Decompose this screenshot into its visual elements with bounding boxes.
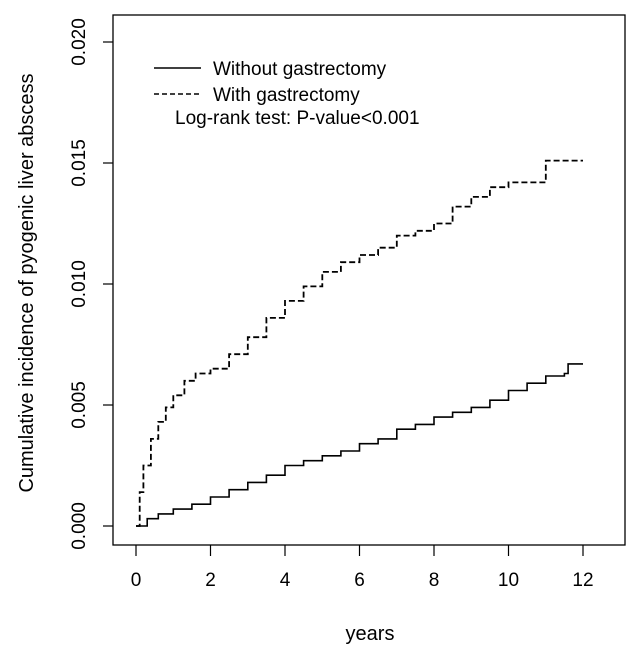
y-tick-label: 0.010 — [69, 260, 90, 308]
series-line-without-gastrectomy — [136, 363, 583, 527]
log-rank-annotation: Log-rank test: P-value<0.001 — [175, 108, 420, 129]
x-axis-title: years — [346, 623, 395, 645]
series-line-with-gastrectomy — [136, 159, 583, 527]
y-axis: 0.000 0.005 0.010 0.015 0.020 — [69, 18, 113, 550]
y-tick-label: 0.005 — [69, 381, 90, 429]
series-layer — [136, 159, 583, 527]
x-tick-label: 4 — [280, 570, 291, 591]
x-tick-label: 10 — [498, 570, 519, 591]
legend-label-with-gastrectomy: With gastrectomy — [213, 85, 360, 106]
y-axis-title: Cumulative incidence of pyogenic liver a… — [16, 73, 38, 492]
x-tick-label: 6 — [354, 570, 365, 591]
x-tick-label: 8 — [429, 570, 440, 591]
x-tick-label: 12 — [572, 570, 593, 591]
plot-frame — [112, 14, 626, 546]
x-axis: 0 2 4 6 8 10 12 — [131, 545, 594, 591]
legend-label-without-gastrectomy: Without gastrectomy — [213, 59, 387, 80]
y-tick-label: 0.015 — [69, 139, 90, 187]
x-tick-label: 0 — [131, 570, 142, 591]
x-tick-label: 2 — [205, 570, 216, 591]
legend: Without gastrectomy With gastrectomy Log… — [154, 59, 420, 129]
y-tick-label: 0.020 — [69, 18, 90, 66]
y-tick-label: 0.000 — [69, 502, 90, 550]
